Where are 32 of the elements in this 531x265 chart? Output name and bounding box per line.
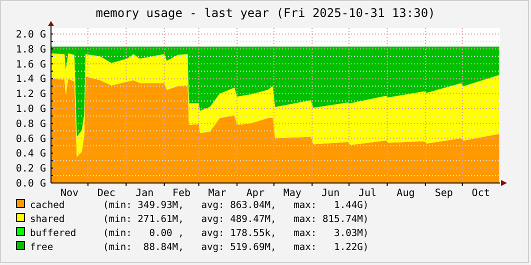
text: (min: 0.00 , avg: 178.55k, max: 3.03M)	[103, 228, 369, 239]
x-tick-label: Aug	[396, 188, 415, 199]
x-tick-label: Nov	[60, 188, 79, 199]
x-tick-label: Sep	[434, 188, 453, 199]
x-tick-label: Apr	[246, 188, 264, 199]
x-tick-label: Jul	[358, 188, 377, 199]
y-tick-label: 0.4 G	[16, 148, 46, 160]
y-tick-label: 1.6 G	[16, 59, 46, 70]
y-tick-label: 0.8 G	[16, 118, 46, 130]
y-tick-label: 2.0 G	[16, 30, 46, 40]
y-tick-label: 0.6 G	[16, 134, 46, 145]
chart-title: memory usage - last year (Fri 2025-10-31 13:30)	[96, 6, 436, 20]
x-tick-label: May	[283, 188, 302, 199]
text: (min: 271.61M, avg: 489.47M, max: 815.74M)	[103, 214, 369, 225]
x-tick-label: Mar	[208, 188, 226, 199]
x-tick-label: Jun	[322, 188, 340, 199]
x-tick-label: Dec	[97, 188, 116, 199]
x-tick-label: Jan	[136, 188, 154, 199]
legend-label: shared	[30, 214, 65, 225]
legend-label: cached	[30, 200, 65, 211]
y-tick-label: 0.0 G	[16, 178, 46, 190]
text: (min: 349.93M, avg: 863.04M, max: 1.44G)	[103, 200, 369, 211]
x-tick-label: Oct	[472, 188, 490, 199]
y-tick-label: 1.0 G	[16, 104, 46, 115]
legend-label: buffered	[30, 228, 76, 239]
x-tick-label: Feb	[172, 188, 191, 199]
y-tick-label: 0.2 G	[16, 164, 46, 175]
y-tick-label: 1.8 G	[16, 44, 46, 56]
y-tick-label: 1.2 G	[16, 89, 46, 100]
y-tick-label: 1.4 G	[16, 74, 46, 86]
text: (min: 88.84M, avg: 519.69M, max: 1.22G)	[103, 242, 369, 253]
legend-label: free	[30, 242, 54, 253]
